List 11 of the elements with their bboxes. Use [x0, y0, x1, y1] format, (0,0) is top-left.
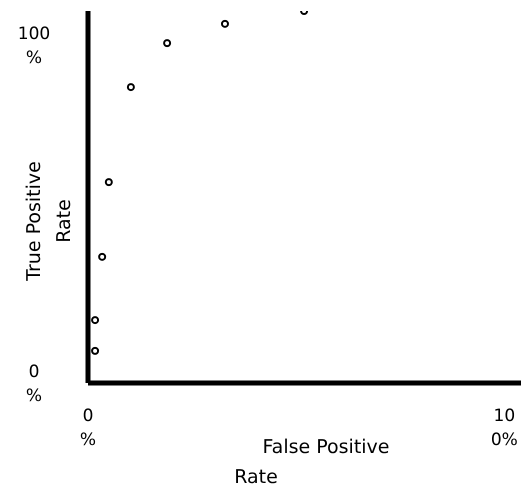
y-axis-title: True Positive Rate	[23, 161, 75, 282]
point	[220, 20, 229, 28]
point	[104, 178, 113, 186]
point	[98, 252, 106, 261]
x-tick-label: 100%	[490, 406, 518, 450]
point	[163, 39, 172, 48]
point	[91, 316, 100, 324]
point	[91, 346, 100, 355]
x-axis-title: False Positive Rate	[234, 436, 390, 488]
point	[126, 83, 135, 92]
y-tick-label: 100 %	[18, 24, 50, 68]
